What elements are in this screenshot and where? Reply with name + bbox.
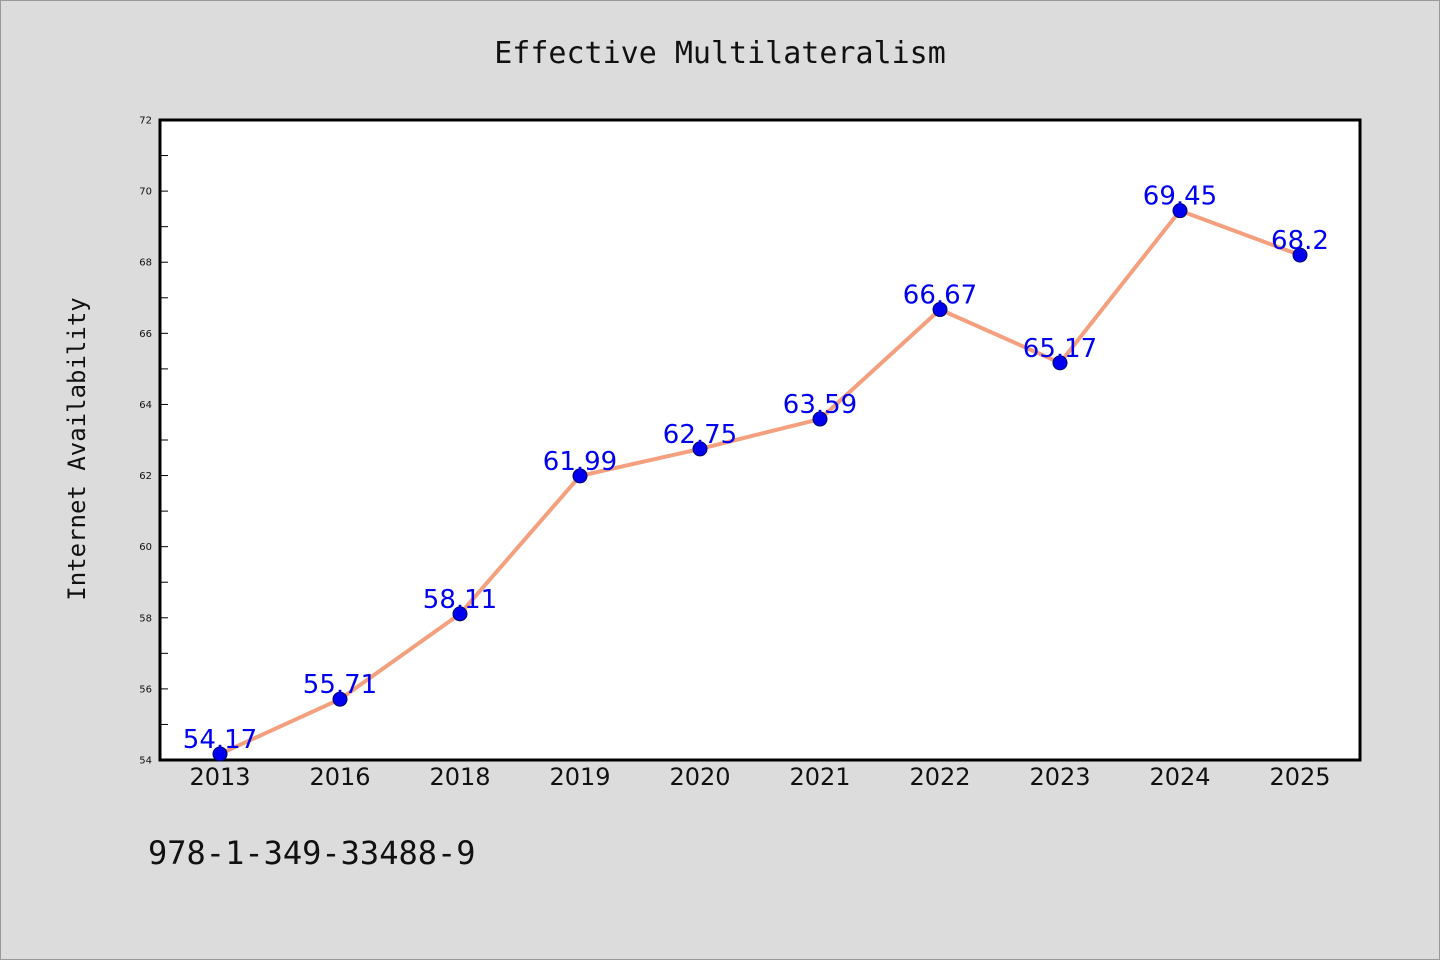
- data-point: [212, 746, 228, 762]
- data-label: 61.99: [543, 447, 617, 477]
- data-point: [1292, 247, 1308, 263]
- data-label: 62.75: [663, 420, 737, 450]
- plot-area: [158, 118, 1362, 762]
- data-point: [572, 468, 588, 484]
- y-tick-label: 66: [139, 329, 152, 340]
- data-point: [332, 691, 348, 707]
- series-markers: [212, 203, 1308, 762]
- y-axis-ticks: 54 56 58 60 62 64 66 68 70 72: [139, 116, 168, 767]
- y-tick-label: 64: [139, 400, 152, 411]
- data-point: [812, 411, 828, 427]
- data-label: 55.71: [303, 670, 377, 700]
- data-labels: 54.17 55.71 58.11 61.99 62.75 63.59 66.67 65.17…: [183, 182, 1329, 755]
- y-tick-label: 54: [139, 756, 152, 767]
- x-tick-label: 2024: [1149, 763, 1210, 791]
- data-point: [932, 302, 948, 318]
- series-line: [219, 208, 1301, 756]
- x-tick-label: 2019: [549, 763, 610, 791]
- y-tick-label: 56: [139, 684, 152, 695]
- x-tick-label: 2025: [1269, 763, 1330, 791]
- x-tick-label: 2021: [789, 763, 850, 791]
- y-tick-label: 70: [139, 187, 152, 198]
- y-tick-label: 72: [139, 116, 152, 127]
- isbn-text: 978-1-349-33488-9: [148, 834, 476, 872]
- x-tick-label: 2020: [669, 763, 730, 791]
- data-point: [692, 441, 708, 457]
- data-label: 66.67: [903, 281, 977, 311]
- data-label: 69.45: [1143, 182, 1217, 212]
- chart-title: Effective Multilateralism: [494, 36, 946, 71]
- x-tick-label: 2023: [1029, 763, 1090, 791]
- x-axis-ticks: 2013 2016 2018 2019 2020 2021 2022 2023 2024 2025: [189, 763, 1330, 791]
- x-tick-label: 2018: [429, 763, 490, 791]
- data-point: [1172, 203, 1188, 219]
- y-tick-label: 68: [139, 258, 152, 269]
- y-tick-label: 60: [139, 542, 152, 553]
- y-axis-label: Internet Availability: [63, 297, 91, 600]
- y-tick-label: 62: [139, 471, 152, 482]
- data-label: 58.11: [423, 585, 497, 615]
- x-tick-label: 2016: [309, 763, 370, 791]
- data-point: [1052, 355, 1068, 371]
- data-label: 65.17: [1023, 334, 1097, 364]
- x-tick-label: 2022: [909, 763, 970, 791]
- x-tick-label: 2013: [189, 763, 250, 791]
- y-tick-label: 58: [139, 613, 152, 624]
- data-label: 54.17: [183, 725, 257, 755]
- data-label: 68.2: [1271, 226, 1329, 256]
- data-point: [452, 606, 468, 622]
- data-label: 63.59: [783, 390, 857, 420]
